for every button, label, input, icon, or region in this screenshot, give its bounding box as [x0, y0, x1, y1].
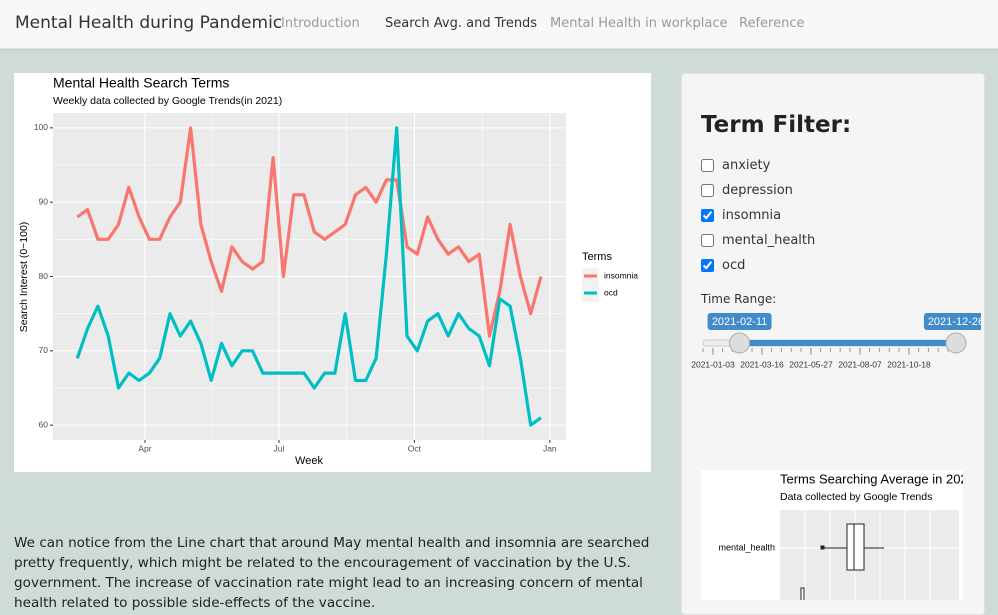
y-tick-label: 60 [39, 419, 49, 429]
checkbox[interactable] [701, 234, 714, 247]
slider-handle[interactable] [945, 332, 967, 354]
y-tick-label: 80 [39, 271, 49, 281]
term-option: depression [701, 183, 793, 198]
term-option: mental_health [701, 233, 815, 248]
legend-title: Terms [582, 251, 612, 263]
checkbox[interactable] [701, 184, 714, 197]
chart-subtitle: Weekly data collected by Google Trends(i… [53, 95, 282, 107]
term-label: depression [722, 183, 793, 198]
chart-title: Mental Health Search Terms [53, 75, 229, 91]
x-tick-label: Jul [274, 443, 285, 453]
nav-tab[interactable]: Search Avg. and Trends [385, 16, 538, 31]
y-axis-label: Search Interest (0~100) [18, 222, 30, 333]
slider-tick-label: 2021-03-16 [740, 359, 784, 369]
slider-bubble [923, 313, 981, 330]
x-tick-label: Apr [138, 443, 151, 453]
description: We can notice from the Line chart that a… [14, 535, 650, 611]
grid [780, 510, 959, 600]
line-series [76, 126, 543, 338]
checkbox[interactable] [701, 259, 714, 272]
box [800, 523, 884, 600]
chart-title: Terms Searching Average in 2021 [780, 471, 963, 486]
slider-tick-label: 2021-05-27 [789, 359, 833, 369]
box-chart: Terms Searching Average in 2021 Data col… [701, 470, 963, 600]
nav-tab[interactable]: Mental Health in workplace [550, 16, 728, 31]
x-axis-label: Week [295, 455, 323, 467]
legend-label: ocd [604, 287, 618, 297]
slider-handle[interactable] [729, 332, 751, 354]
y-tick-label: 70 [39, 345, 49, 355]
checkbox[interactable] [701, 159, 714, 172]
y-tick-label: 100 [34, 122, 48, 132]
range-slider[interactable]: 2021-01-03 2021-03-16 2021-05-27 2021-08-07… [681, 310, 981, 372]
brand[interactable]: Mental Health during Pandemic [15, 13, 283, 33]
slider-value: 2021-02-11 [712, 316, 767, 328]
chart-subtitle: Data collected by Google Trends [780, 491, 932, 503]
term-option: ocd [701, 258, 745, 273]
line-chart: Mental Health Search Terms Weekly data c… [14, 73, 651, 472]
checkbox[interactable] [701, 209, 714, 222]
slider-selection [739, 340, 956, 346]
y-tick-label: mental_health [718, 542, 775, 552]
line-series [75, 126, 542, 427]
y-tick-label: 90 [39, 196, 49, 206]
plot-panel [780, 510, 959, 600]
x-tick-label: Jan [543, 443, 557, 453]
slider-tick-label: 2021-01-03 [691, 359, 735, 369]
nav-tab[interactable]: Introduction [281, 16, 360, 31]
slider-tick-label: 2021-10-18 [887, 359, 931, 369]
nav-tab[interactable]: Reference [739, 16, 805, 31]
term-option: anxiety [701, 158, 770, 173]
term-label: mental_health [722, 233, 816, 248]
x-tick-label: Oct [408, 443, 422, 453]
filter-title: Term Filter: [701, 112, 852, 138]
slider-value: 2021-12-26 [928, 316, 981, 328]
term-option: insomnia [701, 208, 781, 223]
slider-tick-label: 2021-08-07 [838, 359, 882, 369]
term-label: ocd [722, 258, 746, 273]
legend-label: insomnia [604, 270, 638, 280]
term-label: insomnia [722, 208, 782, 223]
navbar: Mental Health during Pandemic Introducti… [0, 0, 998, 49]
range-label: Time Range: [701, 292, 777, 306]
slider-bubble [707, 313, 772, 330]
term-label: anxiety [722, 158, 771, 173]
